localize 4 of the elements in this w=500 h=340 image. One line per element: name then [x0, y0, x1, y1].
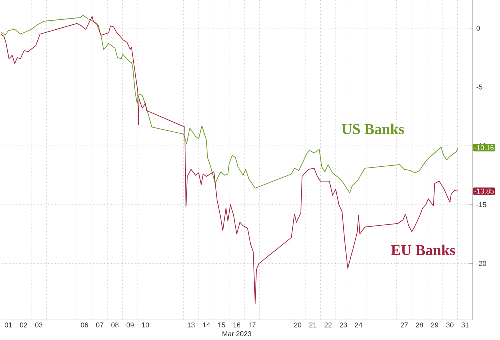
series-label: EU Banks	[391, 244, 456, 256]
line-series	[0, 15, 459, 194]
series-label: US Banks	[342, 124, 404, 134]
line-series	[0, 16, 459, 304]
